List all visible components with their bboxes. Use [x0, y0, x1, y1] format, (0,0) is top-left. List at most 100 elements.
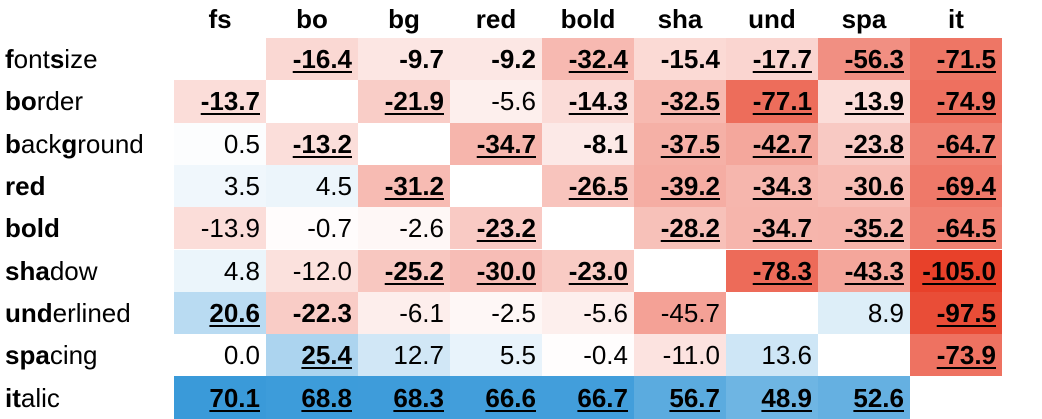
- heatmap-cell: 4.8: [174, 249, 266, 292]
- heatmap-cell: [726, 291, 818, 335]
- row-label-spacing: spa cing: [5, 340, 98, 371]
- heatmap-cell: [634, 249, 726, 292]
- heatmap-cell: -13.7: [174, 80, 266, 123]
- cell-value: 3.5: [223, 171, 260, 202]
- heatmap-cell: -8.1: [542, 122, 634, 165]
- cell-value: -15.4: [660, 44, 720, 75]
- heatmap-cell: -16.4: [266, 38, 358, 81]
- cell-value: -16.4: [292, 44, 352, 75]
- cell-value: -35.2: [844, 213, 904, 244]
- cell-value: -25.2: [384, 255, 444, 286]
- cell-value: -2.6: [399, 213, 444, 244]
- cell-value: -11.0: [662, 340, 720, 371]
- heatmap-cell: -12.0: [266, 249, 358, 292]
- cell-value: -39.2: [660, 171, 720, 202]
- cell-value: -22.3: [292, 297, 352, 328]
- heatmap-cell: 20.6: [174, 291, 266, 335]
- heatmap-cell: -5.6: [542, 291, 634, 335]
- cell-value: -73.9: [936, 340, 996, 371]
- heatmap-cell: -2.5: [450, 291, 542, 335]
- heatmap-cell: -74.9: [910, 80, 1002, 123]
- cell-value: -34.7: [476, 128, 536, 159]
- cell-value: -45.7: [660, 297, 720, 328]
- row-label-underlined: und erlined: [5, 297, 131, 328]
- cell-value: 13.6: [761, 340, 812, 371]
- heatmap-cell: -23.8: [818, 122, 910, 165]
- cell-value: -13.2: [292, 128, 352, 159]
- cell-value: -17.7: [752, 44, 812, 75]
- cell-value: -30.0: [476, 255, 536, 286]
- column-header-bold: bold: [560, 4, 616, 34]
- heatmap-cell: -32.4: [542, 38, 634, 81]
- heatmap-cell: -0.4: [542, 334, 634, 377]
- heatmap-cell: -23.0: [542, 249, 634, 292]
- heatmap-cell: -13.9: [174, 207, 266, 250]
- heatmap-cell: 66.7: [542, 376, 634, 419]
- cell-value: 66.7: [577, 382, 628, 413]
- heatmap-cell: 0.5: [174, 122, 266, 165]
- cell-value: -12.0: [292, 255, 352, 286]
- heatmap-cell: -56.3: [818, 38, 910, 81]
- heatmap-cell: -37.5: [634, 122, 726, 165]
- heatmap-cell: -5.6: [450, 80, 542, 123]
- cell-value: 56.7: [669, 382, 720, 413]
- cell-value: -97.5: [936, 297, 996, 328]
- heatmap-cell: -22.3: [266, 291, 358, 335]
- cell-value: -77.1: [752, 86, 812, 117]
- heatmap-cell: -31.2: [358, 164, 450, 208]
- cell-value: 0.0: [223, 340, 260, 371]
- column-header-bg: bg: [388, 4, 420, 34]
- cell-value: -42.7: [752, 128, 812, 159]
- cell-value: -37.5: [660, 128, 720, 159]
- heatmap-cell: -2.6: [358, 207, 450, 250]
- column-header-sha: sha: [657, 4, 703, 34]
- column-header-und: und: [748, 4, 796, 34]
- heatmap-cell: -64.7: [910, 122, 1002, 165]
- heatmap-cell: -15.4: [634, 38, 726, 81]
- heatmap-cell: -35.2: [818, 207, 910, 250]
- heatmap-cell: -23.2: [450, 207, 542, 250]
- heatmap-cell: -13.9: [818, 80, 910, 123]
- cell-value: 0.5: [223, 128, 260, 159]
- heatmap-cell: 66.6: [450, 376, 542, 419]
- heatmap-cell: -78.3: [726, 249, 818, 292]
- heatmap-cell: 68.8: [266, 376, 358, 419]
- cell-value: -56.3: [844, 44, 904, 75]
- heatmap-cell: -25.2: [358, 249, 450, 292]
- heatmap-cell: -0.7: [266, 207, 358, 250]
- heatmap-cell: 70.1: [174, 376, 266, 419]
- cell-value: -6.1: [399, 297, 444, 328]
- heatmap-cell: -45.7: [634, 291, 726, 335]
- heatmap-cell: -30.0: [450, 249, 542, 292]
- heatmap-cell: -32.5: [634, 80, 726, 123]
- row-label-red: red: [5, 171, 46, 202]
- cell-value: -31.2: [384, 171, 444, 202]
- cell-value: 70.1: [209, 382, 260, 413]
- heatmap-cell: -21.9: [358, 80, 450, 123]
- heatmap-cell: 4.5: [266, 164, 358, 208]
- cell-value: 68.8: [301, 382, 352, 413]
- heatmap-cell: -64.5: [910, 207, 1002, 250]
- row-label-font-size: f ont s ize: [5, 44, 98, 75]
- heatmap-cell: -13.2: [266, 122, 358, 165]
- heatmap-cell: -42.7: [726, 122, 818, 165]
- cell-value: -14.3: [568, 86, 628, 117]
- heatmap-cell: -43.3: [818, 249, 910, 292]
- heatmap-cell: -69.4: [910, 164, 1002, 208]
- heatmap-cell: 25.4: [266, 334, 358, 377]
- heatmap-cell: -97.5: [910, 291, 1002, 335]
- cell-value: -78.3: [752, 255, 812, 286]
- heatmap-cell: -28.2: [634, 207, 726, 250]
- cell-value: -34.7: [752, 213, 812, 244]
- cell-value: -5.6: [491, 86, 536, 117]
- cell-value: -23.2: [476, 213, 536, 244]
- heatmap-cell: -71.5: [910, 38, 1002, 81]
- heatmap-cell: 48.9: [726, 376, 818, 419]
- cell-value: -105.0: [922, 255, 996, 286]
- cell-value: -23.8: [844, 128, 904, 159]
- heatmap-cell: 56.7: [634, 376, 726, 419]
- column-header-fs: fs: [208, 4, 232, 34]
- cell-value: -32.5: [660, 86, 720, 117]
- column-header-bo: bo: [296, 4, 328, 34]
- cell-value: -64.5: [936, 213, 996, 244]
